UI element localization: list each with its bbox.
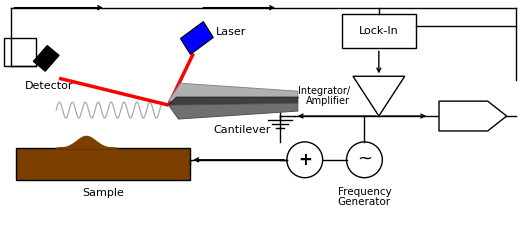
Polygon shape <box>169 103 298 119</box>
Polygon shape <box>169 97 298 105</box>
Text: +: + <box>298 151 311 169</box>
Text: Detector: Detector <box>25 81 74 91</box>
FancyBboxPatch shape <box>16 148 190 180</box>
Text: Cantilever: Cantilever <box>213 125 271 135</box>
Polygon shape <box>33 45 59 71</box>
FancyBboxPatch shape <box>341 14 416 48</box>
Text: Amplifier: Amplifier <box>306 96 350 106</box>
Text: Sample: Sample <box>82 188 124 198</box>
Polygon shape <box>353 76 405 116</box>
Polygon shape <box>180 22 213 54</box>
FancyBboxPatch shape <box>4 38 36 66</box>
Text: Frequency: Frequency <box>338 186 392 197</box>
Text: Generator: Generator <box>338 197 391 207</box>
Text: Output: Output <box>444 111 483 121</box>
Text: ~: ~ <box>357 150 372 168</box>
Polygon shape <box>439 101 506 131</box>
Text: Integrator/: Integrator/ <box>298 86 350 96</box>
Text: 5x: 5x <box>370 88 384 98</box>
Polygon shape <box>169 83 298 101</box>
Text: Laser: Laser <box>216 27 247 36</box>
Text: Lock-In: Lock-In <box>359 26 399 36</box>
